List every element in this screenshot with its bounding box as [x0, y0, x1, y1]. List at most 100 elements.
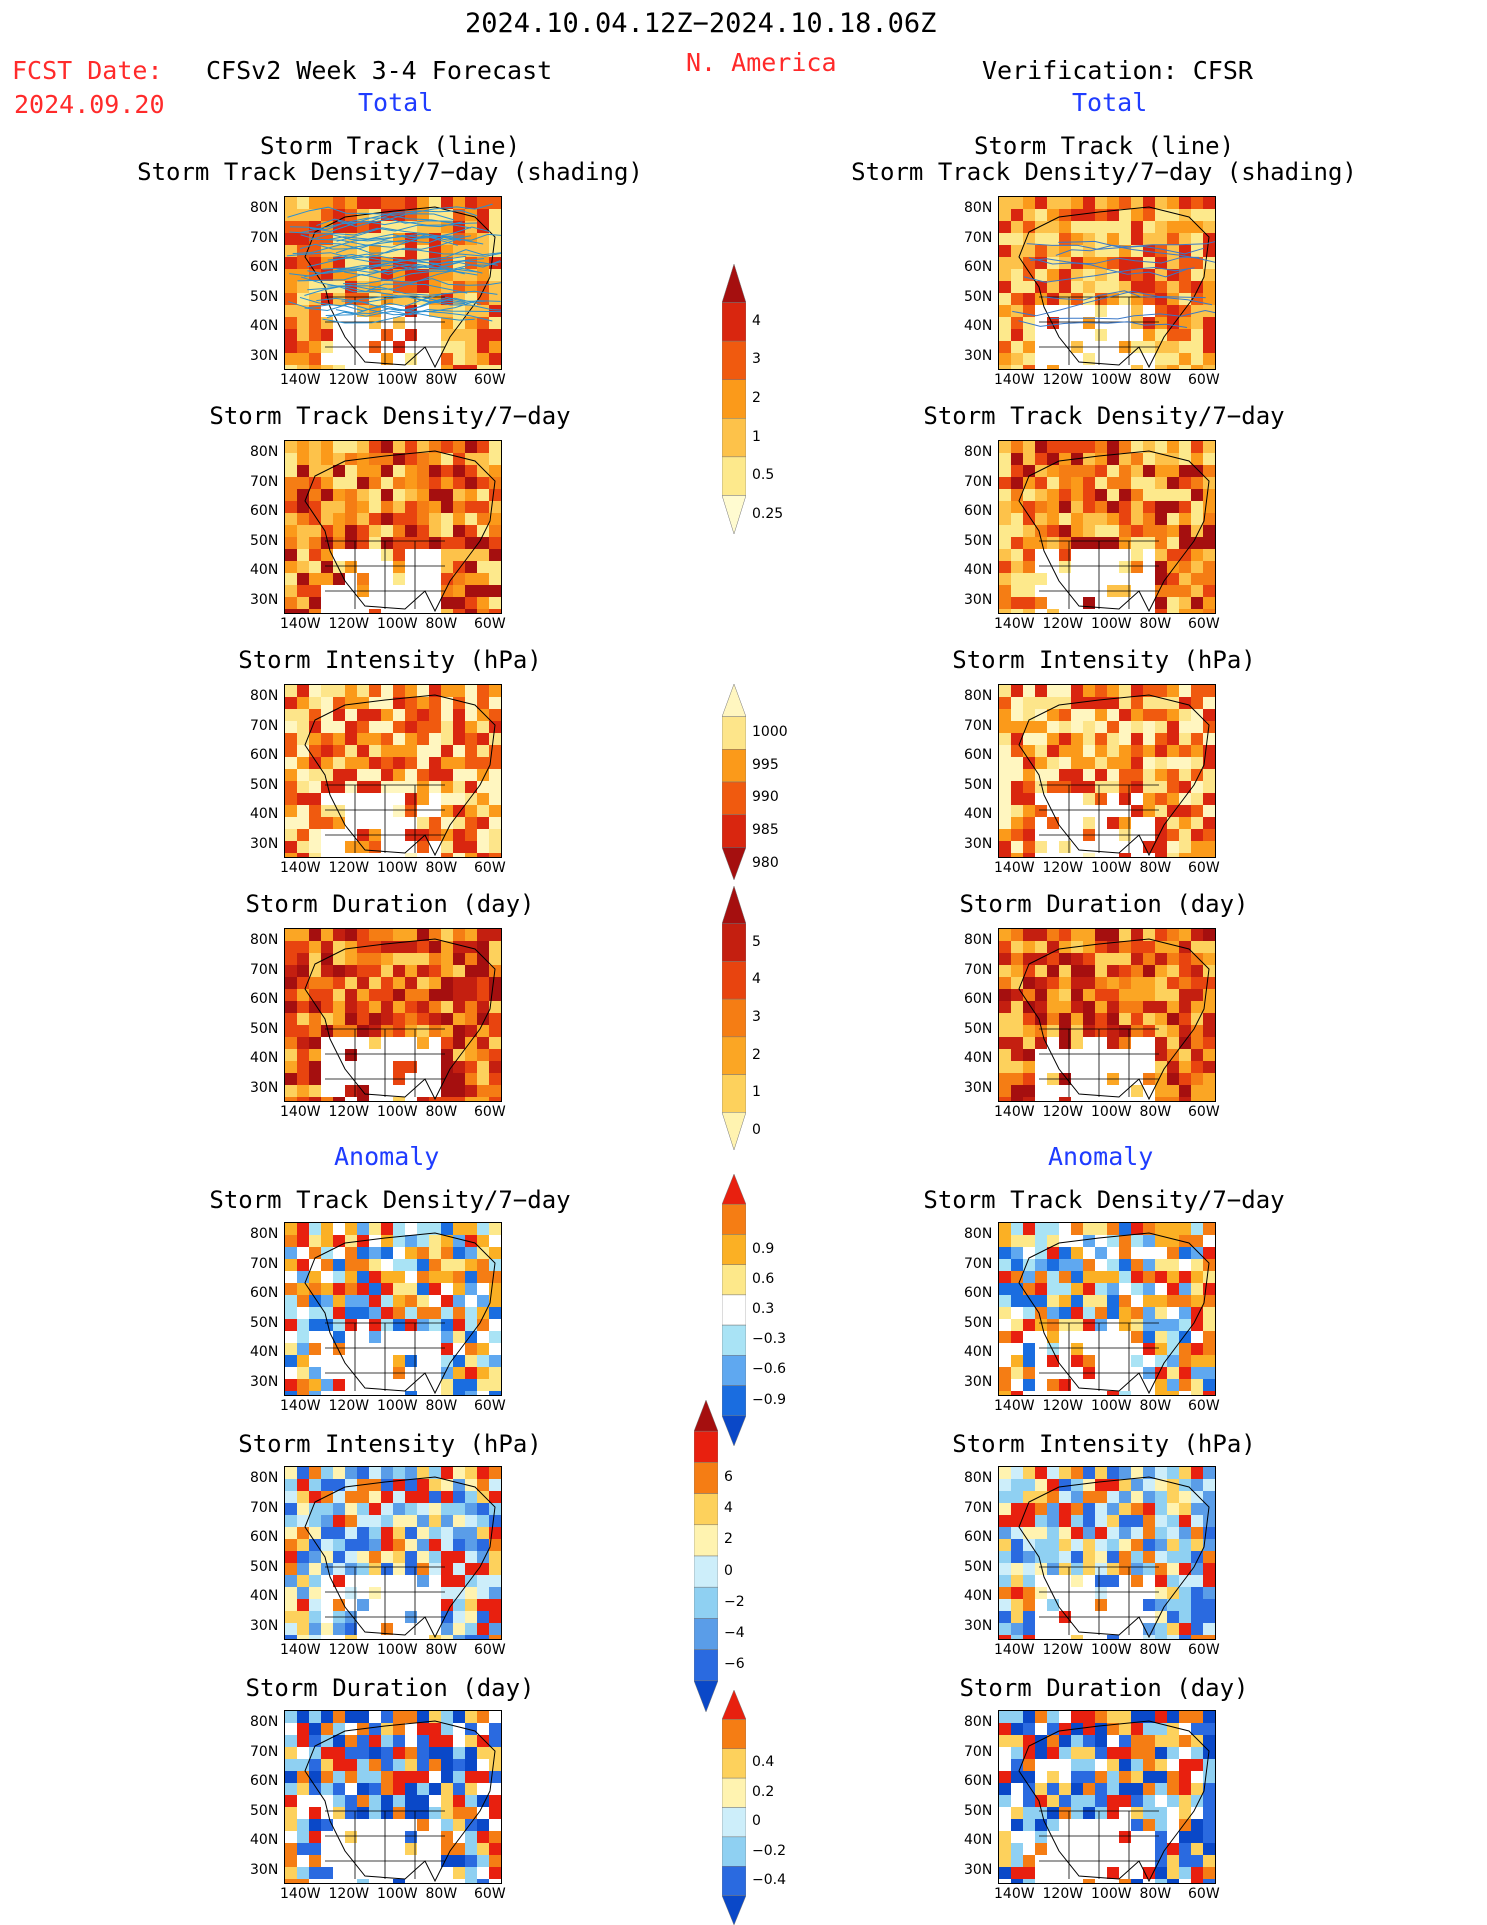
shading-cell	[345, 501, 357, 513]
shading-cell	[1059, 1025, 1071, 1037]
shading-cell	[321, 1247, 333, 1259]
shading-cell	[1143, 745, 1155, 757]
shading-cell	[1167, 1867, 1179, 1879]
shading-cell	[465, 441, 477, 453]
shading-cell	[1167, 513, 1179, 525]
map-panel-duration-anom-right	[998, 1710, 1216, 1884]
shading-cell	[321, 1025, 333, 1037]
shading-cell	[309, 941, 321, 953]
shading-cell	[1119, 953, 1131, 965]
shading-cell	[357, 685, 369, 697]
shading-cell	[333, 1271, 345, 1283]
shading-cell	[357, 477, 369, 489]
colorbar-segment	[722, 1355, 746, 1386]
shading-cell	[321, 977, 333, 989]
shading-cell	[1083, 1599, 1095, 1611]
shading-cell	[369, 757, 381, 769]
shading-cell	[1047, 1515, 1059, 1527]
shading-cell	[369, 1783, 381, 1795]
shading-cell	[357, 1343, 369, 1355]
shading-cell	[1167, 221, 1179, 233]
shading-cell	[1131, 1527, 1143, 1539]
colorbar-segment	[722, 1385, 746, 1417]
shading-cell	[1071, 513, 1083, 525]
shading-cell	[465, 1259, 477, 1271]
shading-cell	[1203, 1879, 1215, 1883]
shading-cell	[1119, 805, 1131, 817]
shading-cell	[465, 1575, 477, 1587]
shading-cell	[285, 853, 297, 857]
shading-cell	[1011, 513, 1023, 525]
shading-cell	[999, 233, 1011, 245]
shading-cell	[1107, 1025, 1119, 1037]
shading-cell	[429, 501, 441, 513]
shading-cell	[477, 1783, 489, 1795]
shading-cell	[1107, 513, 1119, 525]
shading-cell	[465, 1539, 477, 1551]
shading-cell	[285, 1819, 297, 1831]
shading-cell	[417, 1711, 429, 1723]
shading-cell	[1047, 1879, 1059, 1883]
shading-cell	[489, 465, 501, 477]
shading-cell	[1071, 1271, 1083, 1283]
shading-cell	[333, 1355, 345, 1367]
shading-cell	[1047, 757, 1059, 769]
shading-cell	[1155, 281, 1167, 293]
shading-cell	[1119, 965, 1131, 977]
shading-cell	[1155, 561, 1167, 573]
shading-cell	[369, 1479, 381, 1491]
shading-cell	[1131, 453, 1143, 465]
shading-cell	[1143, 501, 1155, 513]
shading-cell	[297, 525, 309, 537]
shading-cell	[1011, 745, 1023, 757]
shading-cell	[345, 769, 357, 781]
shading-cell	[1179, 1783, 1191, 1795]
shading-cell	[345, 353, 357, 365]
shading-cell	[1179, 1563, 1191, 1575]
shading-cell	[1083, 1539, 1095, 1551]
shading-cell	[321, 1831, 333, 1843]
shading-cell	[465, 501, 477, 513]
shading-cell	[345, 537, 357, 549]
shading-cell	[999, 1807, 1011, 1819]
shading-cell	[357, 1013, 369, 1025]
shading-cell	[1083, 757, 1095, 769]
shading-cell	[1107, 805, 1119, 817]
shading-cell	[1107, 1331, 1119, 1343]
shading-cell	[1131, 489, 1143, 501]
shading-cell	[1107, 941, 1119, 953]
coastline	[1018, 206, 1210, 369]
shading-cell	[453, 281, 465, 293]
shading-cell	[1059, 1831, 1071, 1843]
shading-cell	[453, 441, 465, 453]
shading-cell	[1131, 1061, 1143, 1073]
shading-cell	[1179, 953, 1191, 965]
shading-cell	[1095, 197, 1107, 209]
shading-cell	[1179, 853, 1191, 857]
map-intensity-right	[999, 685, 1215, 857]
shading-cell	[309, 1491, 321, 1503]
shading-cell	[1203, 1723, 1215, 1735]
shading-cell	[1155, 1001, 1167, 1013]
map-intensity-anom-right	[999, 1467, 1215, 1639]
shading-cell	[999, 733, 1011, 745]
shading-cell	[453, 1259, 465, 1271]
shading-cell	[429, 1747, 441, 1759]
shading-cell	[1179, 1587, 1191, 1599]
shading-cell	[369, 793, 381, 805]
shading-cell	[1035, 1049, 1047, 1061]
shading-cell	[999, 853, 1011, 857]
shading-cell	[1011, 477, 1023, 489]
lon-tick-label: 120W	[1042, 372, 1084, 388]
shading-cell	[1083, 721, 1095, 733]
shading-cell	[1131, 781, 1143, 793]
colorbar-segment	[722, 456, 746, 496]
shading-cell	[309, 221, 321, 233]
shading-cell	[1191, 1379, 1203, 1391]
shading-cell	[465, 1783, 477, 1795]
shading-cell	[285, 1711, 297, 1723]
shading-cell	[381, 1013, 393, 1025]
shading-cell	[441, 1001, 453, 1013]
shading-cell	[417, 841, 429, 853]
colorbar-tick-label: 4	[724, 1500, 733, 1517]
